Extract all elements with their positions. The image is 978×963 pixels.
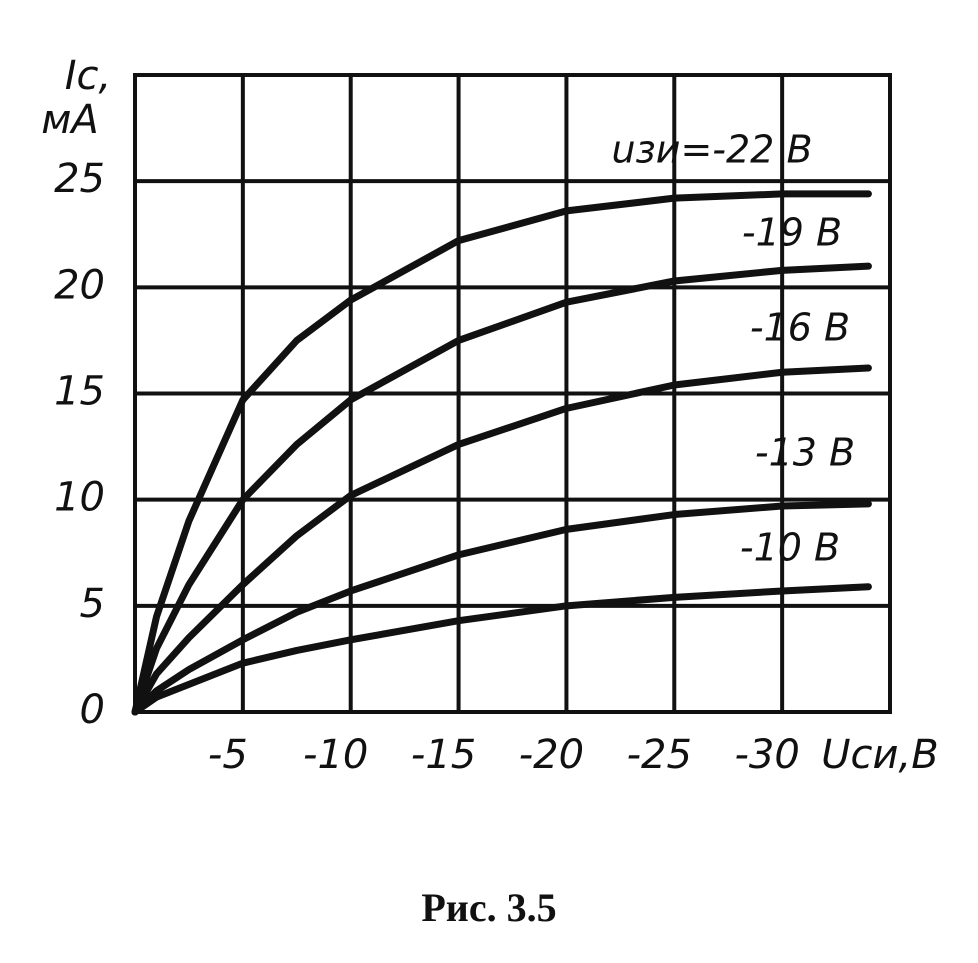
x-tick-label: -15 — [411, 732, 476, 778]
series-label: -19 В — [742, 211, 842, 255]
line-series — [131, 262, 872, 716]
y-tick-label: 25 — [54, 156, 105, 202]
series-label: -10 В — [740, 526, 840, 570]
x-tick-label: -30 — [734, 732, 799, 778]
x-tick-label: -5 — [208, 732, 248, 778]
y-tick-label: 0 — [80, 687, 105, 733]
y-axis-label: мА — [41, 97, 99, 143]
x-tick-label: -10 — [303, 732, 368, 778]
line-series — [131, 583, 872, 716]
y-tick-label: 5 — [80, 581, 105, 627]
y-tick-label: 20 — [54, 262, 105, 308]
x-axis-label: Uси,В — [821, 732, 938, 778]
x-tick-label: -25 — [627, 732, 692, 778]
series-label: -13 В — [755, 431, 855, 475]
series-label: -16 В — [750, 306, 850, 350]
caption: Рис. 3.5 — [421, 885, 556, 930]
x-tick-label: -20 — [519, 732, 584, 778]
y-tick-label: 15 — [54, 369, 105, 415]
line-series — [131, 500, 872, 716]
line-series — [131, 364, 872, 716]
y-axis-label: Iс, — [65, 53, 112, 99]
line-series — [131, 190, 872, 716]
series-label: uзи=-22 В — [611, 128, 812, 172]
y-tick-label: 10 — [54, 475, 105, 521]
